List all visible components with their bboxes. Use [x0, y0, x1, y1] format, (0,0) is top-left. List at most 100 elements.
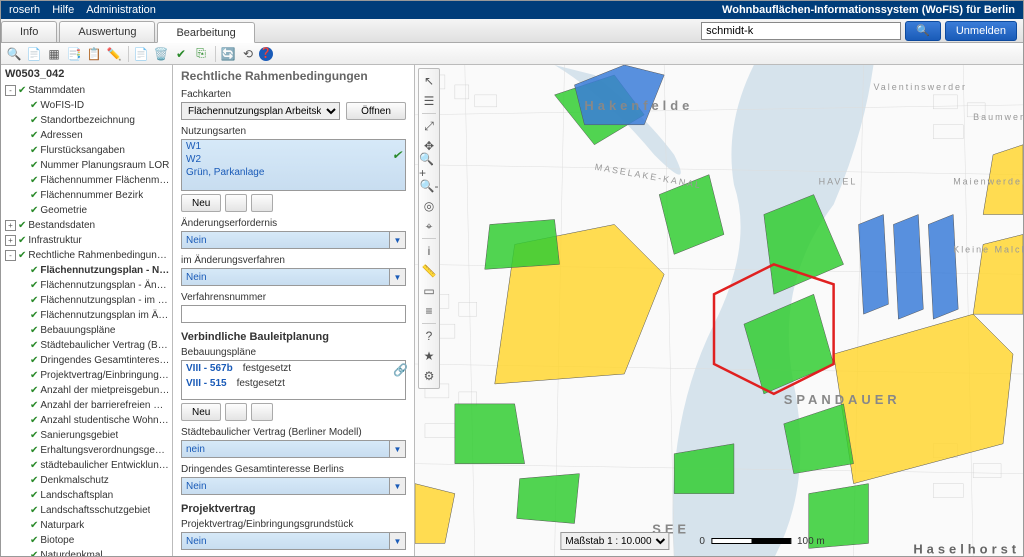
- tree-group[interactable]: +✔Infrastruktur: [1, 233, 172, 248]
- tree-item[interactable]: ✔Flächennutzungsplan im Änderungsverfahr…: [1, 308, 172, 323]
- app-title: Wohnbauflächen-Informationssystem (WoFIS…: [722, 4, 1015, 16]
- tree-item[interactable]: ✔Denkmalschutz: [1, 473, 172, 488]
- sec-verbindliche-title: Verbindliche Bauleitplanung: [181, 331, 406, 343]
- tree-item[interactable]: ✔WoFIS-ID: [1, 98, 172, 113]
- tb-zoom-icon[interactable]: 🔍: [5, 46, 23, 62]
- main-toolbar: 🔍 📄 ▦ 📑 📋 ✏️ 📄 🗑️ ✔ ⎘ 🔄 ⟲ ❓: [1, 43, 1023, 65]
- tb-help-icon[interactable]: ❓: [259, 47, 273, 61]
- bplan-neu-button[interactable]: Neu: [181, 403, 221, 421]
- tb-page-icon[interactable]: 📄: [132, 46, 150, 62]
- tab-bearbeitung[interactable]: Bearbeitung: [157, 22, 254, 43]
- logout-button[interactable]: Unmelden: [945, 21, 1017, 41]
- mt-center-icon[interactable]: ◎: [419, 196, 439, 216]
- tree-item[interactable]: ✔Anzahl der barrierefreien Wohnungen: [1, 398, 172, 413]
- form-panel: Rechtliche Rahmenbedingungen Fachkarten …: [173, 65, 415, 556]
- map-panel[interactable]: Valentinswerder Baumwerder Maienwerder H…: [415, 65, 1023, 556]
- tree-item[interactable]: ✔Landschaftsplan: [1, 488, 172, 503]
- mt-info-icon[interactable]: i: [419, 241, 439, 261]
- tb-undo-icon[interactable]: ⟲: [239, 46, 257, 62]
- tree-item[interactable]: ✔Flächennummer Flächenmonitoring: [1, 173, 172, 188]
- tb-edit-icon[interactable]: ✏️: [105, 46, 123, 62]
- nutzungsarten-list[interactable]: W1 W2 Grün, Parkanlage: [181, 139, 406, 191]
- tb-refresh-icon[interactable]: 🔄: [219, 46, 237, 62]
- list-item[interactable]: VIII - 567bfestgesetzt: [182, 361, 405, 376]
- verfahrensnr-input[interactable]: [181, 305, 406, 323]
- nutzungsarten-neu-button[interactable]: Neu: [181, 194, 221, 212]
- map-label-hakenfelde: Hakenfelde: [584, 98, 693, 113]
- tree-item[interactable]: ✔Anzahl studentische Wohnplätze: [1, 413, 172, 428]
- tb-table-icon[interactable]: ▦: [45, 46, 63, 62]
- mt-layers-icon[interactable]: ☰: [419, 91, 439, 111]
- tb-delete-icon[interactable]: 🗑️: [152, 46, 170, 62]
- map-scale-bar: [711, 538, 791, 544]
- tree-group[interactable]: -✔Rechtliche Rahmenbedingungen: [1, 248, 172, 263]
- projvertrag-select[interactable]: Nein▼: [181, 532, 406, 550]
- tree-item[interactable]: ✔Flurstücksangaben: [1, 143, 172, 158]
- stvertrag-select[interactable]: nein▼: [181, 440, 406, 458]
- tree-item[interactable]: ✔Geometrie: [1, 203, 172, 218]
- tree-group[interactable]: -✔Stammdaten: [1, 83, 172, 98]
- tab-auswertung[interactable]: Auswertung: [59, 21, 155, 42]
- mt-settings-icon[interactable]: ⚙: [419, 366, 439, 386]
- list-item[interactable]: W1: [182, 140, 405, 153]
- aenderung-select[interactable]: Nein▼: [181, 231, 406, 249]
- search-input[interactable]: [701, 22, 901, 40]
- tree-item[interactable]: ✔Städtebaulicher Vertrag (Berliner Model…: [1, 338, 172, 353]
- tree-item[interactable]: ✔Sanierungsgebiet: [1, 428, 172, 443]
- list-item[interactable]: VIII - 515festgesetzt: [182, 376, 405, 391]
- tree-item[interactable]: ✔Flächennummer Bezirk: [1, 188, 172, 203]
- mt-zoomin-icon[interactable]: 🔍+: [419, 156, 439, 176]
- map-label-maienwerder: Maienwerder: [953, 177, 1023, 187]
- tree-item[interactable]: ✔Flächennutzungsplan - Nutzungsart: [1, 263, 172, 278]
- bebauungsplaene-label: Bebauungspläne: [181, 347, 406, 358]
- tree-item[interactable]: ✔Dringendes Gesamtinteresse Berlins: [1, 353, 172, 368]
- tb-doc-icon[interactable]: 📄: [25, 46, 43, 62]
- map-label-valentinswerder: Valentinswerder: [873, 82, 967, 92]
- mt-extent-icon[interactable]: ⤢: [419, 116, 439, 136]
- menu-admin[interactable]: Administration: [86, 4, 156, 16]
- verfahrensnr-label: Verfahrensnummer: [181, 292, 406, 303]
- tab-info[interactable]: Info: [1, 21, 57, 42]
- tree-item[interactable]: ✔Erhaltungsverordnungsgebiet: [1, 443, 172, 458]
- tree-item[interactable]: ✔Flächennutzungsplan - im Änderungsverfa…: [1, 293, 172, 308]
- tree-item[interactable]: ✔Naturdenkmal: [1, 548, 172, 556]
- tree-item[interactable]: ✔Biotope: [1, 533, 172, 548]
- tree-item[interactable]: ✔Naturpark: [1, 518, 172, 533]
- map-scale-select[interactable]: Maßstab 1 : 10.000: [560, 532, 669, 550]
- fachkarten-open-button[interactable]: Öffnen: [346, 102, 406, 120]
- map-label-baumwerder: Baumwerder: [973, 112, 1023, 122]
- tb-clip-icon[interactable]: 📋: [85, 46, 103, 62]
- tree-item[interactable]: ✔Landschaftsschutzgebiet: [1, 503, 172, 518]
- tree-item[interactable]: ✔Flächennutzungsplan - Änderungserforder…: [1, 278, 172, 293]
- imverfahren-select[interactable]: Nein▼: [181, 268, 406, 286]
- mt-zoomout-icon[interactable]: 🔍-: [419, 176, 439, 196]
- tree-item[interactable]: ✔Adressen: [1, 128, 172, 143]
- user-label: roserh: [9, 4, 40, 16]
- bebauungsplaene-list[interactable]: VIII - 567bfestgesetzt VIII - 515festges…: [181, 360, 406, 400]
- mt-select-icon[interactable]: ▭: [419, 281, 439, 301]
- mt-help-icon[interactable]: ?: [419, 326, 439, 346]
- tree-item[interactable]: ✔städtebaulicher Entwicklungsbereich: [1, 458, 172, 473]
- tree-item[interactable]: ✔Anzahl der mietpreisgebundenen Wohnunge…: [1, 383, 172, 398]
- link-icon[interactable]: 🔗: [393, 363, 408, 377]
- mt-locate-icon[interactable]: ⌖: [419, 216, 439, 236]
- tree-item[interactable]: ✔Standortbezeichnung: [1, 113, 172, 128]
- mt-fav-icon[interactable]: ★: [419, 346, 439, 366]
- tree-group[interactable]: +✔Bestandsdaten: [1, 218, 172, 233]
- mt-measure-icon[interactable]: 📏: [419, 261, 439, 281]
- search-button[interactable]: 🔍: [905, 21, 941, 41]
- tree-item[interactable]: ✔Bebauungspläne: [1, 323, 172, 338]
- map-label-havel: HAVEL: [819, 177, 858, 187]
- menu-hilfe[interactable]: Hilfe: [52, 4, 74, 16]
- tb-check-icon[interactable]: ✔: [172, 46, 190, 62]
- tb-copy-icon[interactable]: ⎘: [192, 46, 210, 62]
- list-item[interactable]: Grün, Parkanlage: [182, 166, 405, 179]
- list-item[interactable]: W2: [182, 153, 405, 166]
- tree-item[interactable]: ✔Nummer Planungsraum LOR: [1, 158, 172, 173]
- dringend-select[interactable]: Nein▼: [181, 477, 406, 495]
- fachkarten-select[interactable]: Flächennutzungsplan Arbeitskarte (!! M <…: [181, 102, 340, 120]
- tree-item[interactable]: ✔Projektvertrag/Einbringungsgrundstück: [1, 368, 172, 383]
- mt-pointer-icon[interactable]: ↖: [419, 71, 439, 91]
- tb-tabs-icon[interactable]: 📑: [65, 46, 83, 62]
- mt-list-icon[interactable]: ≡: [419, 301, 439, 321]
